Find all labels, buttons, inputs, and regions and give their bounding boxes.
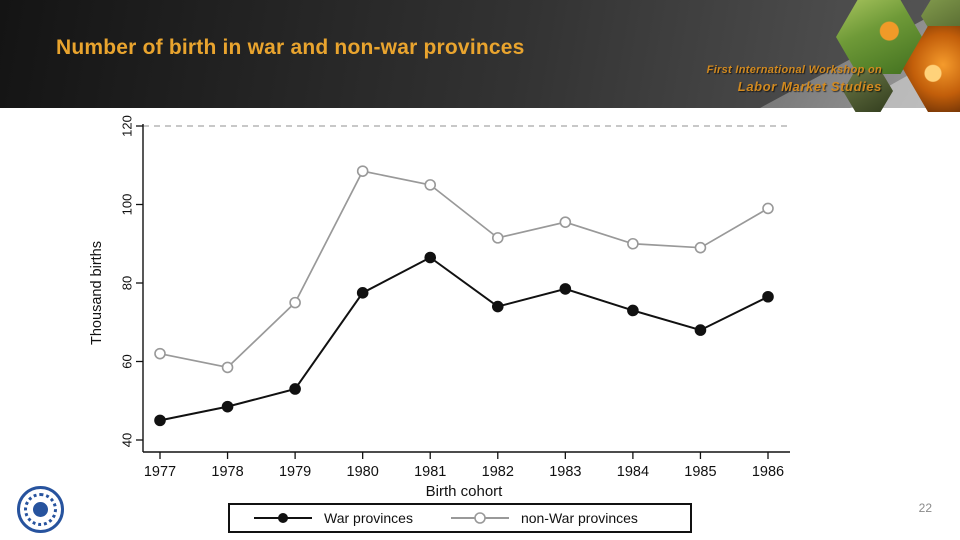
- nonwar-series-marker: [450, 512, 509, 524]
- svg-text:1984: 1984: [617, 464, 649, 480]
- svg-text:1986: 1986: [752, 464, 784, 480]
- svg-text:1983: 1983: [549, 464, 581, 480]
- legend-label-nonwar: non-War provinces: [520, 510, 638, 526]
- university-logo: [17, 486, 64, 533]
- legend-item-war: War provinces: [252, 510, 413, 526]
- workshop-caption-line1: First International Workshop on: [706, 64, 882, 76]
- university-logo-core: [33, 502, 48, 517]
- workshop-caption-line2: Labor Market Studies: [737, 79, 882, 94]
- svg-text:120: 120: [119, 115, 134, 137]
- svg-text:100: 100: [119, 194, 134, 216]
- svg-text:Thousand births: Thousand births: [89, 241, 105, 345]
- svg-text:1980: 1980: [347, 464, 379, 480]
- workshop-caption: First International Workshop on Labor Ma…: [707, 64, 882, 94]
- chart-legend: War provinces non-War provinces: [228, 503, 692, 533]
- legend-label-war: War provinces: [324, 510, 413, 526]
- legend-item-nonwar: non-War provinces: [449, 510, 638, 526]
- svg-text:1977: 1977: [144, 464, 176, 480]
- slide-page-number: 22: [918, 501, 932, 515]
- svg-text:60: 60: [119, 354, 134, 368]
- birth-line-chart: 40 60 80 100 120 1977 1978 1979 1980 1981 1982 1983…: [89, 115, 790, 500]
- svg-text:1985: 1985: [684, 464, 716, 480]
- svg-text:80: 80: [119, 276, 134, 290]
- svg-text:1979: 1979: [279, 464, 311, 480]
- svg-text:1978: 1978: [211, 464, 243, 480]
- page-title: Number of birth in war and non-war provi…: [56, 36, 525, 59]
- svg-text:1982: 1982: [482, 464, 514, 480]
- svg-text:1981: 1981: [414, 464, 446, 480]
- svg-text:Birth cohort: Birth cohort: [426, 483, 504, 500]
- war-series-marker: [254, 513, 312, 523]
- university-logo-ring: [24, 493, 57, 526]
- svg-text:40: 40: [119, 433, 134, 447]
